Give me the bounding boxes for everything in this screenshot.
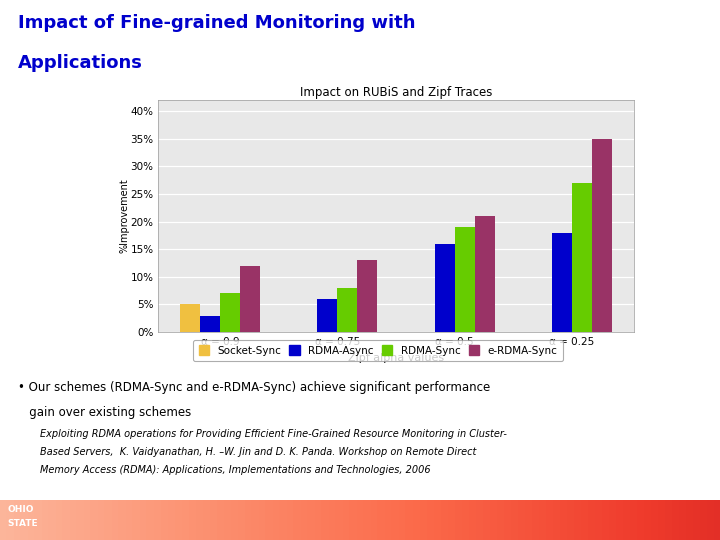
Text: Applications: Applications bbox=[18, 54, 143, 72]
Bar bbox=[240, 266, 260, 332]
Text: Impact of Fine-grained Monitoring with: Impact of Fine-grained Monitoring with bbox=[18, 14, 415, 31]
Text: COMPUTING: COMPUTING bbox=[629, 26, 685, 35]
Text: • Our schemes (RDMA-Sync and e-RDMA-Sync) achieve significant performance: • Our schemes (RDMA-Sync and e-RDMA-Sync… bbox=[18, 381, 490, 394]
Bar bbox=[200, 315, 220, 332]
X-axis label: Zipf alpha values: Zipf alpha values bbox=[348, 353, 444, 362]
Bar bbox=[318, 299, 337, 332]
Title: Impact on RUBiS and Zipf Traces: Impact on RUBiS and Zipf Traces bbox=[300, 86, 492, 99]
Bar bbox=[455, 227, 474, 332]
Legend: Socket-Sync, RDMA-Async, RDMA-Sync, e-RDMA-Sync: Socket-Sync, RDMA-Async, RDMA-Sync, e-RD… bbox=[193, 340, 563, 361]
Bar bbox=[552, 233, 572, 332]
Bar bbox=[572, 183, 592, 332]
Bar bbox=[474, 216, 495, 332]
Text: STATE: STATE bbox=[7, 519, 38, 529]
Text: NETWORK-BASED: NETWORK-BASED bbox=[626, 14, 688, 19]
Bar bbox=[357, 260, 377, 332]
Text: OHIO: OHIO bbox=[7, 505, 34, 514]
Text: Memory Access (RDMA): Applications, Implementations and Technologies, 2006: Memory Access (RDMA): Applications, Impl… bbox=[40, 465, 431, 475]
Bar bbox=[435, 244, 455, 332]
Text: gain over existing schemes: gain over existing schemes bbox=[18, 406, 192, 419]
Bar bbox=[592, 139, 612, 332]
Bar bbox=[220, 293, 240, 332]
Y-axis label: %Improvement: %Improvement bbox=[119, 179, 129, 253]
Text: Exploiting RDMA operations for Providing Efficient Fine-Grained Resource Monitor: Exploiting RDMA operations for Providing… bbox=[40, 429, 506, 440]
Bar bbox=[180, 305, 200, 332]
Bar bbox=[337, 288, 357, 332]
Text: LABORATORY: LABORATORY bbox=[634, 42, 680, 48]
Text: Based Servers,  K. Vaidyanathan, H. –W. Jin and D. K. Panda. Workshop on Remote : Based Servers, K. Vaidyanathan, H. –W. J… bbox=[40, 447, 476, 457]
